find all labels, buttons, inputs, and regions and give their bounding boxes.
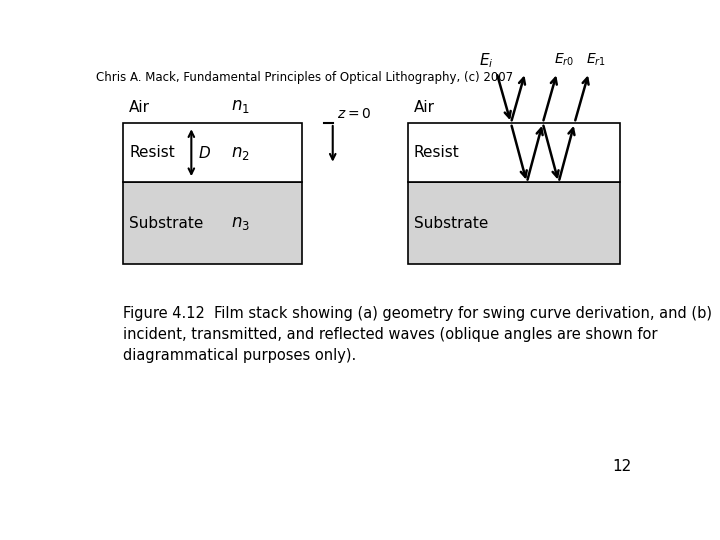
Text: $E_{r1}$: $E_{r1}$ [586, 51, 606, 68]
Text: $E_i$: $E_i$ [480, 52, 494, 70]
Text: $\mathit{n}_1$: $\mathit{n}_1$ [230, 97, 250, 114]
Text: Substrate: Substrate [413, 216, 488, 231]
Text: $D$: $D$ [198, 145, 211, 161]
Bar [408, 183, 620, 265]
Text: $\mathit{n}_2$: $\mathit{n}_2$ [230, 144, 249, 161]
Text: Resist: Resist [413, 145, 459, 160]
Text: Figure 4.12  Film stack showing (a) geometry for swing curve derivation, and (b): Figure 4.12 Film stack showing (a) geome… [124, 306, 713, 363]
Bar [124, 123, 302, 183]
Text: Air: Air [413, 100, 435, 114]
Text: $z = 0$: $z = 0$ [337, 107, 372, 121]
Text: 12: 12 [612, 460, 631, 474]
Text: Resist: Resist [129, 145, 175, 160]
Text: Air: Air [129, 100, 150, 114]
Text: $E_{r0}$: $E_{r0}$ [554, 51, 575, 68]
Text: $\mathit{n}_3$: $\mathit{n}_3$ [230, 214, 250, 232]
Text: Chris A. Mack, Fundamental Principles of Optical Lithography, (c) 2007: Chris A. Mack, Fundamental Principles of… [96, 71, 513, 84]
Bar [124, 183, 302, 265]
Text: Substrate: Substrate [129, 216, 204, 231]
Bar [408, 123, 620, 183]
